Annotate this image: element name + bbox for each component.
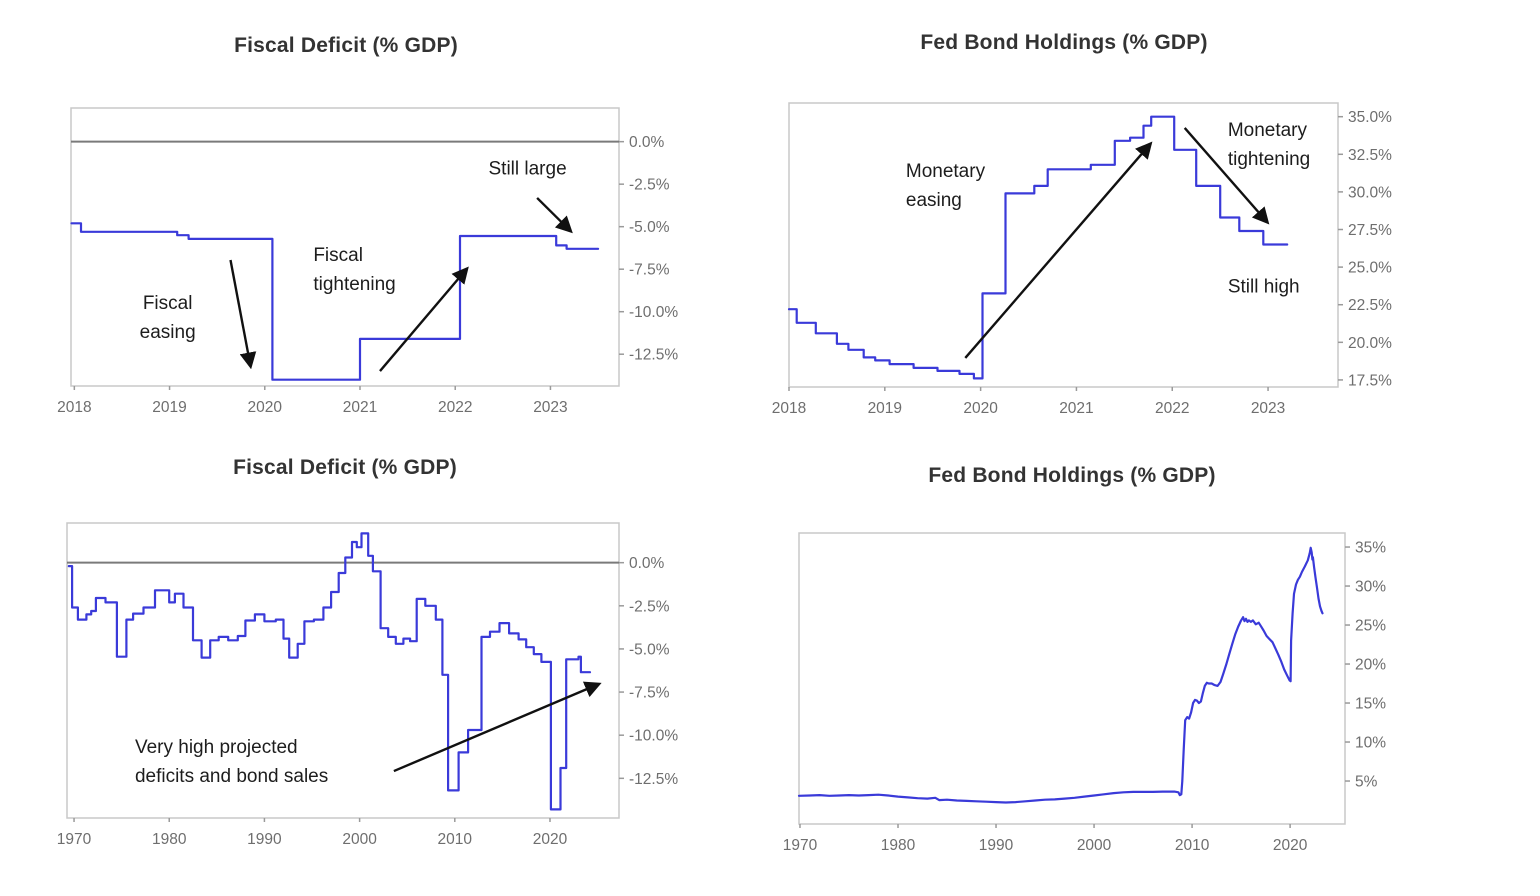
chart-title-fed-bond-holdings-long: Fed Bond Holdings (% GDP) bbox=[928, 464, 1216, 487]
x-tick-label: 1970 bbox=[783, 837, 818, 854]
annotation-arrow bbox=[229, 259, 257, 370]
annotation-line: easing bbox=[139, 321, 196, 343]
y-tick-label: 35% bbox=[1355, 540, 1386, 557]
annotation-line: Still large bbox=[488, 158, 567, 180]
x-tick-label: 1980 bbox=[152, 831, 187, 848]
annotation-text: Monetary easing bbox=[906, 157, 985, 215]
x-tick-label: 2021 bbox=[343, 399, 377, 416]
chart-title-fiscal-deficit-recent: Fiscal Deficit (% GDP) bbox=[234, 34, 458, 57]
y-tick-label: 27.5% bbox=[1348, 222, 1392, 239]
y-tick-label: 0.0% bbox=[629, 555, 665, 572]
y-tick-label: 17.5% bbox=[1348, 372, 1392, 389]
y-tick-label: 30% bbox=[1355, 579, 1386, 596]
y-tick-label: -2.5% bbox=[629, 177, 670, 194]
x-tick-label: 1990 bbox=[979, 837, 1014, 854]
plot-border bbox=[66, 522, 620, 819]
y-tick-label: -10.0% bbox=[629, 304, 678, 321]
y-tick-label: 32.5% bbox=[1348, 147, 1392, 164]
x-tick-label: 2022 bbox=[438, 399, 472, 416]
annotation-line: tightening bbox=[1227, 148, 1311, 170]
y-tick-label: 25% bbox=[1355, 618, 1386, 635]
annotation-text: Fiscal tightening bbox=[313, 241, 395, 299]
x-tick-label: 2019 bbox=[152, 399, 186, 416]
x-tick-label: 2000 bbox=[1077, 837, 1112, 854]
x-tick-label: 2023 bbox=[533, 399, 567, 416]
y-tick-label: -10.0% bbox=[629, 728, 678, 745]
x-tick-label: 2019 bbox=[868, 400, 902, 417]
y-tick-label: 22.5% bbox=[1348, 297, 1392, 314]
annotation-text: Still large bbox=[489, 155, 567, 184]
plot-border bbox=[70, 107, 620, 387]
fiscal-deficit-long-line bbox=[67, 532, 592, 811]
y-tick-label: -7.5% bbox=[629, 685, 670, 702]
x-tick-label: 2023 bbox=[1251, 400, 1285, 417]
x-tick-label: 2018 bbox=[57, 399, 91, 416]
y-tick-label: 5% bbox=[1355, 774, 1378, 791]
plot-border bbox=[798, 532, 1346, 825]
x-tick-label: 1980 bbox=[881, 837, 916, 854]
chart-fed-bond-holdings-long: 35% 30% 25% 20% 15% 10% 5% 1970 1980 1990 2000 2010… bbox=[783, 532, 1386, 854]
annotation-line: Monetary bbox=[905, 161, 986, 183]
x-tick-label: 2010 bbox=[438, 831, 473, 848]
y-tick-label: -7.5% bbox=[629, 262, 670, 279]
annotation-arrow bbox=[964, 141, 1153, 359]
annotation-line: tightening bbox=[313, 274, 396, 296]
x-tick-label: 2000 bbox=[342, 831, 377, 848]
annotation-arrow bbox=[536, 197, 573, 234]
fed-bond-holdings-recent-line bbox=[787, 115, 1289, 380]
y-tick-label: 20.0% bbox=[1348, 335, 1392, 352]
x-tick-label: 2020 bbox=[248, 399, 283, 416]
y-tick-label: 20% bbox=[1355, 657, 1386, 674]
annotation-text: Very high projected deficits and bond sal… bbox=[135, 733, 328, 791]
annotation-arrow bbox=[1183, 127, 1270, 225]
annotation-line: Fiscal bbox=[142, 292, 193, 314]
annotation-line: deficits and bond sales bbox=[134, 766, 329, 788]
y-tick-label: 35.0% bbox=[1348, 109, 1392, 126]
x-tick-label: 2020 bbox=[1273, 837, 1308, 854]
y-tick-label: 15% bbox=[1355, 696, 1386, 713]
x-tick-label: 1970 bbox=[57, 831, 92, 848]
x-tick-label: 2020 bbox=[963, 400, 998, 417]
plot-border bbox=[788, 102, 1339, 388]
annotation-text: Monetary tightening bbox=[1228, 116, 1310, 174]
x-tick-label: 2021 bbox=[1059, 400, 1093, 417]
annotation-line: Very high projected bbox=[134, 737, 298, 759]
chart-title-fed-bond-holdings-recent: Fed Bond Holdings (% GDP) bbox=[920, 31, 1208, 54]
y-tick-label: -12.5% bbox=[629, 347, 678, 364]
fed-bond-holdings-long-line bbox=[797, 546, 1324, 804]
x-tick-label: 2022 bbox=[1155, 400, 1189, 417]
annotation-line: Still high bbox=[1227, 276, 1300, 298]
chart-fiscal-deficit-recent: 0.0% -2.5% -5.0% -7.5% -10.0% -12.5% 2018 2019 2… bbox=[57, 107, 678, 416]
annotation-arrow bbox=[379, 266, 469, 372]
y-tick-label: -2.5% bbox=[629, 598, 670, 615]
chart-title-fiscal-deficit-long: Fiscal Deficit (% GDP) bbox=[233, 456, 457, 479]
x-tick-label: 1990 bbox=[247, 831, 282, 848]
annotation-line: Fiscal bbox=[313, 245, 363, 267]
y-tick-label: 0.0% bbox=[629, 134, 665, 151]
y-tick-label: -5.0% bbox=[629, 641, 670, 658]
annotation-arrow bbox=[393, 681, 602, 773]
x-tick-label: 2010 bbox=[1175, 837, 1210, 854]
y-tick-label: 30.0% bbox=[1348, 184, 1392, 201]
fiscal-deficit-recent-line bbox=[70, 222, 600, 381]
y-tick-label: 25.0% bbox=[1348, 260, 1392, 277]
annotation-text: Still high bbox=[1228, 272, 1300, 301]
x-tick-label: 2018 bbox=[772, 400, 806, 417]
y-tick-label: -5.0% bbox=[629, 219, 670, 236]
x-tick-label: 2020 bbox=[533, 831, 568, 848]
annotation-line: easing bbox=[905, 190, 962, 212]
chart-fed-bond-holdings-recent: 35.0% 32.5% 30.0% 27.5% 25.0% 22.5% 20.0% 17.5%… bbox=[772, 102, 1392, 417]
y-tick-label: 10% bbox=[1355, 735, 1386, 752]
annotation-text: Fiscal easing bbox=[140, 289, 196, 347]
annotation-line: Monetary bbox=[1227, 119, 1308, 141]
y-tick-label: -12.5% bbox=[629, 771, 678, 788]
chart-fiscal-deficit-long: 0.0% -2.5% -5.0% -7.5% -10.0% -12.5% 1970 1980 1… bbox=[57, 522, 678, 848]
